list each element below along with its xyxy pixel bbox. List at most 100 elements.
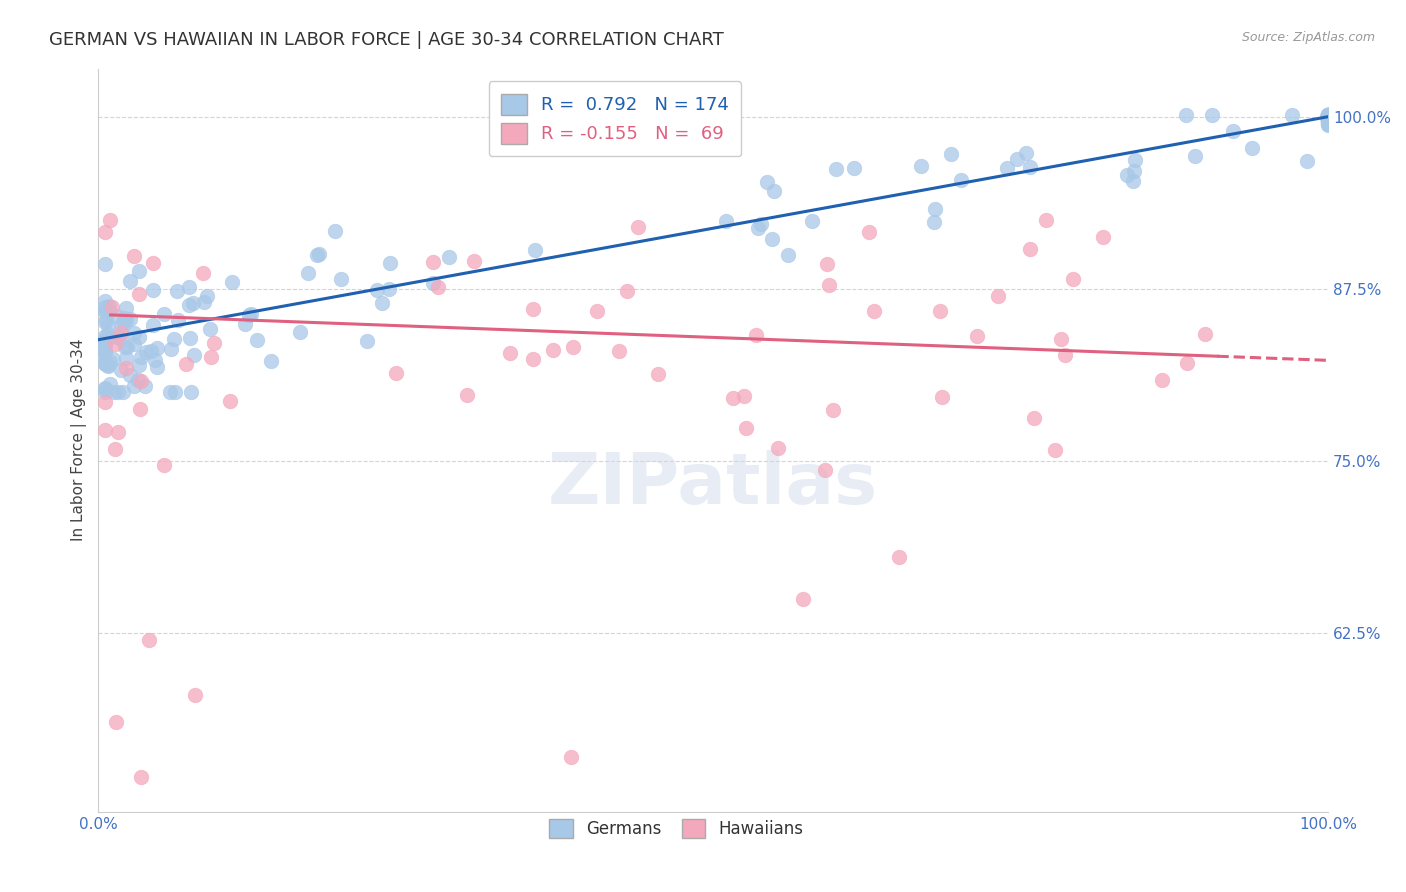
Point bbox=[616, 284, 638, 298]
Point bbox=[1317, 108, 1340, 122]
Point bbox=[98, 299, 121, 313]
Point bbox=[426, 280, 449, 294]
Point bbox=[817, 257, 839, 271]
Point bbox=[1317, 112, 1340, 127]
Point bbox=[716, 213, 738, 227]
Point bbox=[160, 343, 183, 357]
Point bbox=[1317, 112, 1340, 127]
Point bbox=[163, 332, 186, 346]
Point bbox=[128, 402, 150, 417]
Point bbox=[1123, 164, 1146, 178]
Point bbox=[163, 384, 186, 399]
Point bbox=[127, 373, 149, 387]
Point bbox=[181, 296, 204, 310]
Point bbox=[104, 337, 127, 351]
Point bbox=[93, 315, 115, 329]
Point bbox=[323, 224, 346, 238]
Point bbox=[1317, 108, 1340, 122]
Point bbox=[114, 313, 136, 327]
Point bbox=[93, 304, 115, 318]
Point bbox=[105, 715, 128, 730]
Point bbox=[139, 343, 162, 358]
Point bbox=[560, 749, 582, 764]
Point bbox=[297, 266, 319, 280]
Point bbox=[191, 266, 214, 280]
Point bbox=[238, 308, 260, 322]
Point bbox=[844, 161, 866, 176]
Point bbox=[910, 159, 932, 173]
Point bbox=[463, 253, 485, 268]
Point bbox=[1317, 113, 1340, 128]
Point bbox=[174, 357, 197, 371]
Point bbox=[1317, 111, 1340, 125]
Point bbox=[115, 301, 138, 315]
Point bbox=[260, 353, 283, 368]
Point bbox=[609, 344, 631, 359]
Point bbox=[124, 249, 146, 263]
Point bbox=[97, 359, 120, 373]
Point bbox=[103, 384, 125, 399]
Point bbox=[1050, 332, 1073, 346]
Point bbox=[180, 384, 202, 399]
Point bbox=[941, 147, 963, 161]
Point bbox=[1317, 108, 1340, 122]
Point bbox=[1317, 108, 1340, 122]
Point bbox=[93, 354, 115, 368]
Point bbox=[177, 298, 200, 312]
Point bbox=[1317, 111, 1340, 125]
Point bbox=[422, 255, 444, 269]
Point bbox=[177, 280, 200, 294]
Point bbox=[98, 213, 121, 227]
Point bbox=[115, 351, 138, 366]
Point bbox=[745, 327, 768, 342]
Point bbox=[813, 463, 835, 477]
Point bbox=[93, 356, 115, 370]
Point bbox=[96, 330, 118, 344]
Point bbox=[240, 307, 263, 321]
Point bbox=[825, 161, 848, 176]
Point bbox=[1317, 108, 1340, 122]
Point bbox=[1123, 153, 1146, 167]
Point bbox=[370, 295, 392, 310]
Point bbox=[377, 283, 399, 297]
Point bbox=[166, 285, 188, 299]
Point bbox=[522, 302, 544, 317]
Point bbox=[330, 272, 353, 286]
Point bbox=[179, 331, 201, 345]
Point bbox=[1317, 108, 1340, 122]
Point bbox=[1043, 442, 1066, 457]
Point bbox=[235, 317, 257, 331]
Point bbox=[153, 307, 176, 321]
Point bbox=[134, 379, 156, 393]
Point bbox=[778, 248, 800, 262]
Point bbox=[768, 441, 790, 455]
Point bbox=[733, 389, 755, 403]
Point bbox=[135, 345, 157, 359]
Point bbox=[1122, 174, 1144, 188]
Point bbox=[1240, 140, 1263, 154]
Point bbox=[122, 326, 145, 340]
Point bbox=[1317, 108, 1340, 122]
Point bbox=[105, 330, 128, 344]
Point bbox=[1281, 108, 1303, 122]
Point bbox=[627, 220, 650, 235]
Point bbox=[142, 283, 165, 297]
Point bbox=[146, 360, 169, 375]
Point bbox=[734, 421, 756, 435]
Point bbox=[110, 332, 132, 346]
Point bbox=[966, 329, 988, 343]
Point bbox=[93, 423, 115, 437]
Point bbox=[1317, 112, 1340, 127]
Point bbox=[801, 214, 824, 228]
Point bbox=[1317, 110, 1340, 124]
Point bbox=[112, 318, 135, 332]
Point bbox=[1222, 124, 1244, 138]
Point bbox=[198, 322, 221, 336]
Point bbox=[107, 384, 129, 399]
Point bbox=[1194, 327, 1216, 342]
Text: ZIPatlas: ZIPatlas bbox=[548, 450, 879, 519]
Point bbox=[561, 341, 583, 355]
Point bbox=[1317, 113, 1340, 128]
Point bbox=[118, 312, 141, 326]
Point bbox=[307, 248, 329, 262]
